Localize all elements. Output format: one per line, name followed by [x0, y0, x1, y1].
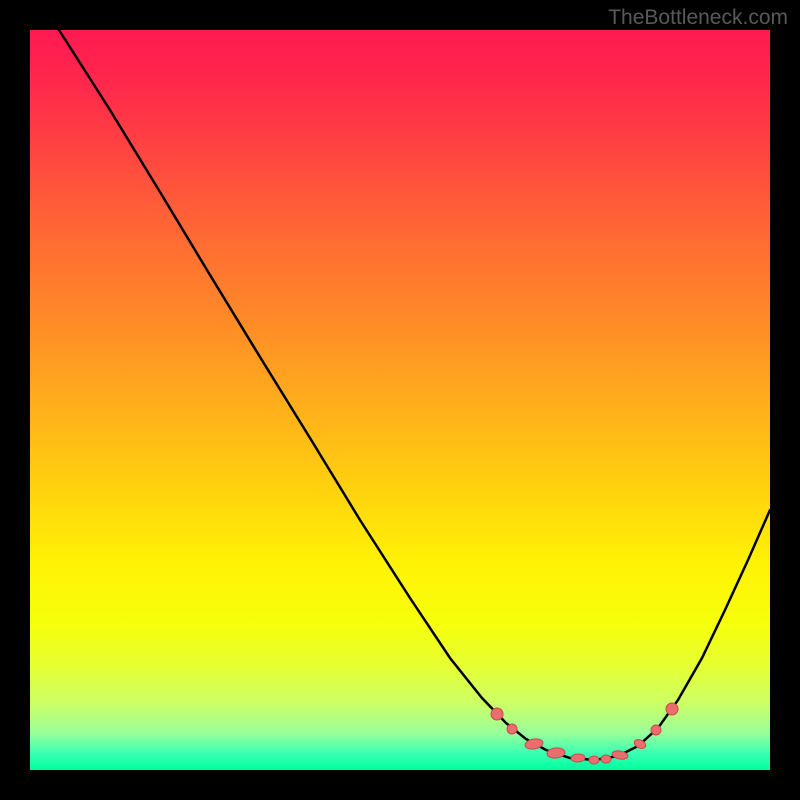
bottleneck-curve-svg: [30, 30, 770, 770]
curve-marker: [651, 725, 661, 735]
curve-marker: [571, 754, 585, 762]
curve-marker: [491, 708, 503, 720]
chart-frame: TheBottleneck.com: [0, 0, 800, 800]
plot-area: [30, 30, 770, 770]
bottleneck-curve: [59, 30, 770, 760]
curve-marker: [601, 755, 611, 763]
curve-marker: [589, 756, 599, 764]
watermark-text: TheBottleneck.com: [608, 6, 788, 30]
curve-marker: [547, 747, 566, 759]
curve-marker: [666, 703, 678, 715]
curve-marker: [507, 724, 517, 734]
